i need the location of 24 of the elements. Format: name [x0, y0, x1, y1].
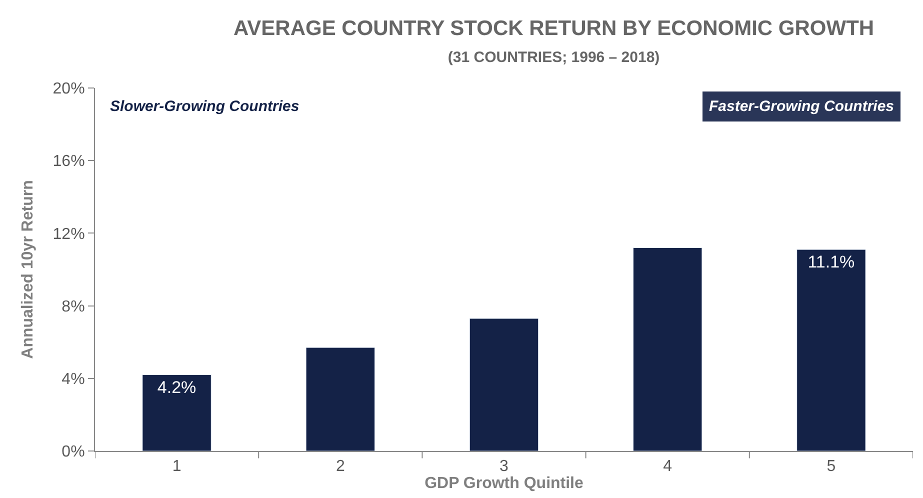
- y-tick-label: 16%: [52, 153, 85, 170]
- y-tick-label: 8%: [62, 298, 85, 316]
- x-axis-title: GDP Growth Quintile: [424, 475, 584, 492]
- y-tick-label: 12%: [52, 226, 85, 243]
- x-tick-label: 5: [826, 458, 836, 476]
- y-axis-title: Annualized 10yr Return: [20, 180, 37, 359]
- annotation: Faster-Growing Countries: [709, 98, 894, 115]
- annotation: Slower-Growing Countries: [110, 98, 300, 115]
- bar: [469, 318, 539, 451]
- x-tick-label: 4: [663, 458, 672, 476]
- chart-title: AVERAGE COUNTRY STOCK RETURN BY ECONOMIC GROWTH: [234, 16, 874, 40]
- x-tick-label: 3: [500, 458, 509, 476]
- chart-subtitle: (31 COUNTRIES; 1996 – 2018): [448, 49, 660, 66]
- y-tick-label: 4%: [62, 371, 85, 388]
- data-label: 11.1%: [808, 252, 855, 272]
- y-tick-label: 20%: [52, 80, 85, 98]
- bar: [796, 249, 866, 451]
- data-label: 4.2%: [157, 378, 196, 397]
- bar: [306, 347, 376, 451]
- x-tick-label: 1: [172, 458, 182, 476]
- bar: [632, 247, 702, 451]
- x-tick-label: 2: [336, 458, 345, 476]
- bar: [142, 374, 212, 451]
- y-tick-label: 0%: [62, 444, 85, 461]
